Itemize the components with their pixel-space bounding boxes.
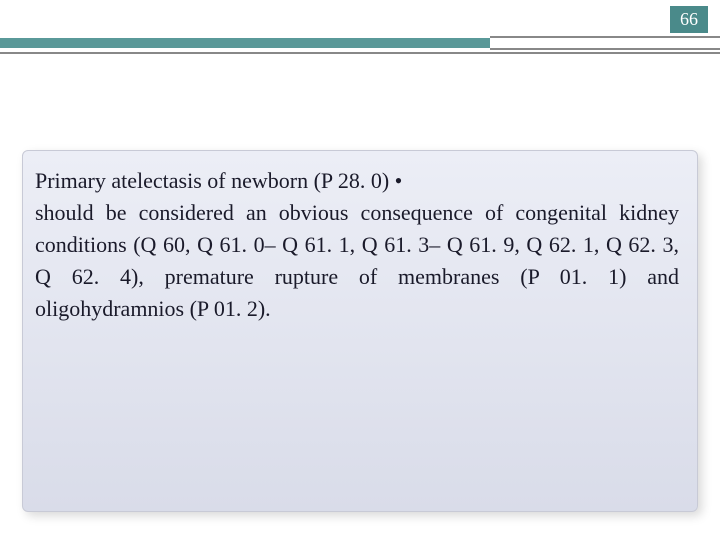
content-panel: Primary atelectasis of newborn (P 28. 0)… [22, 150, 698, 512]
content-line-1: Primary atelectasis of newborn (P 28. 0)… [35, 165, 679, 197]
content-text: Primary atelectasis of newborn (P 28. 0)… [35, 165, 679, 324]
content-body: should be considered an obvious conseque… [35, 200, 679, 321]
page-number-badge: 66 [670, 6, 708, 33]
header-line-right [490, 36, 720, 50]
slide-header: 66 [0, 0, 720, 50]
header-thin-line [0, 52, 720, 54]
